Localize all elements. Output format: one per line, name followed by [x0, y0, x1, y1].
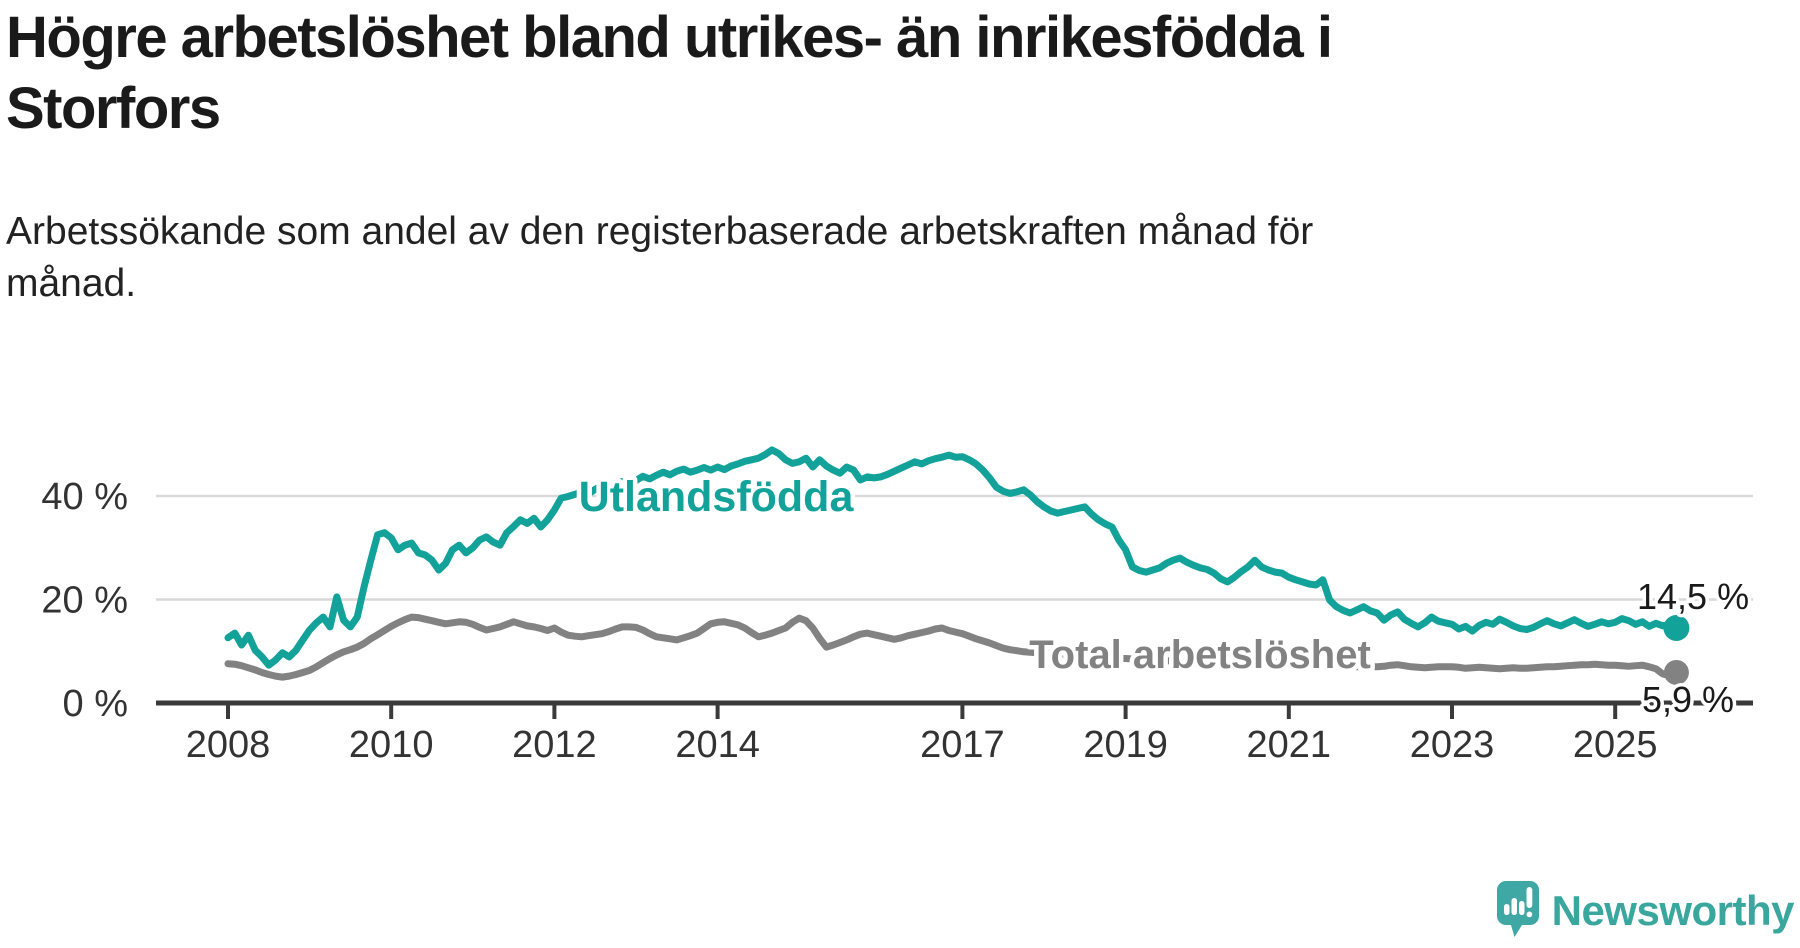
series-inline-label-utlandsf-dda: Utlandsfödda — [579, 473, 855, 521]
y-axis-label-0: 0 % — [63, 683, 128, 725]
chart-subtitle-line1: Arbetssökande som andel av den registerb… — [6, 210, 1314, 253]
page-title-line2: Storfors — [6, 76, 221, 141]
logo-bar-1 — [1503, 904, 1510, 915]
page-title-line1: Högre arbetslöshet bland utrikes- än inr… — [6, 5, 1333, 70]
series-endpoint-dot-total-arbetsl-shet — [1663, 659, 1689, 685]
series-line-total-arbetsl-shet — [224, 613, 1680, 681]
y-axis-label-20: 20 % — [41, 580, 128, 622]
logo-bar-3 — [1518, 901, 1525, 915]
x-tick-label-2008: 2008 — [186, 724, 271, 766]
x-tick-label-2012: 2012 — [512, 724, 597, 766]
series-endpoint-dot-utlandsf-dda — [1663, 614, 1690, 641]
logo-exclamation-bar — [1526, 887, 1532, 908]
logo-exclamation-dot — [1526, 911, 1532, 918]
chart-subtitle: Arbetssökande som andel av den registerb… — [6, 206, 1313, 310]
x-tick-label-2025: 2025 — [1573, 724, 1658, 766]
x-tick-label-2021: 2021 — [1247, 724, 1332, 766]
x-tick-label-2010: 2010 — [349, 724, 434, 766]
x-tick-label-2014: 2014 — [675, 724, 760, 766]
newsworthy-logo-icon — [1496, 881, 1539, 937]
series-end-value-label-utlandsf-dda: 14,5 % — [1637, 576, 1749, 617]
x-tick-label-2023: 2023 — [1410, 724, 1495, 766]
series-line-utlandsf-dda — [224, 446, 1680, 669]
series-end-value-label-total-arbetsl-shet: 5,9 % — [1642, 679, 1734, 720]
newsworthy-logo: Newsworthy — [1496, 880, 1795, 942]
page-title: Högre arbetslöshet bland utrikes- än inr… — [6, 2, 1333, 144]
logo-bar-2 — [1511, 898, 1517, 915]
y-axis-label-40: 40 % — [41, 476, 128, 518]
chart-subtitle-line2: månad. — [6, 262, 137, 305]
series-inline-label-total-arbetsl-shet: Total arbetslöshet — [1029, 633, 1371, 677]
newsworthy-logo-text: Newsworthy — [1551, 887, 1795, 934]
x-tick-label-2017: 2017 — [920, 724, 1005, 766]
x-tick-label-2019: 2019 — [1083, 724, 1168, 766]
logo-bubble-shape — [1496, 881, 1539, 937]
